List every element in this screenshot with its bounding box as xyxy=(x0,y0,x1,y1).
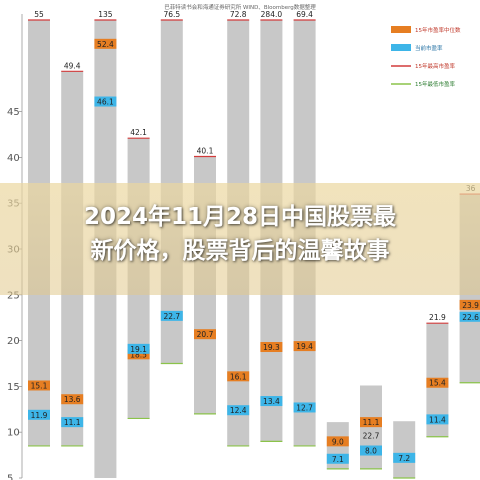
median-value-label: 20.7 xyxy=(197,330,214,339)
headline-title: 2024年11月28日中国股票最 新价格，股票背后的温馨故事 xyxy=(0,200,480,268)
median-marker xyxy=(61,394,84,405)
current-value-label: 19.1 xyxy=(130,345,147,354)
median-marker xyxy=(94,38,117,49)
current-value-label: 46.1 xyxy=(97,98,114,107)
median-marker xyxy=(360,417,382,428)
current-marker xyxy=(61,417,84,428)
current-value-label: 11.4 xyxy=(429,415,446,424)
high-value-label: 40.1 xyxy=(197,146,214,155)
current-marker xyxy=(227,405,250,416)
current-value-label: 11.1 xyxy=(64,418,81,427)
y-tick-label: 40 xyxy=(7,153,20,164)
median-value-label: 15.4 xyxy=(429,379,446,388)
y-tick-label: 20 xyxy=(7,336,20,347)
median-value-label: 13.6 xyxy=(64,395,81,404)
headline-line-1: 2024年11月28日中国股票最 xyxy=(83,204,397,230)
current-marker xyxy=(326,453,349,464)
median-value-label: 15.1 xyxy=(31,381,48,390)
high-value-label: 42.1 xyxy=(130,128,147,137)
current-value-label: 12.4 xyxy=(230,406,247,415)
median-value-label: 9.0 xyxy=(332,437,344,446)
current-marker xyxy=(28,409,50,420)
current-value-label: 11.9 xyxy=(31,411,48,420)
high-value-label: 55 xyxy=(34,10,44,19)
high-value-label: 69.4 xyxy=(296,10,313,19)
median-value-label: 19.3 xyxy=(263,343,280,352)
high-value-label: 72.8 xyxy=(230,10,247,19)
median-value-label: 11.1 xyxy=(363,418,380,427)
legend-current-label: 当前市盈率 xyxy=(415,44,443,52)
legend-current-swatch xyxy=(391,44,411,51)
y-tick-label: 15 xyxy=(7,382,20,393)
y-tick-label: 5 xyxy=(7,474,13,480)
current-value-label: 22.7 xyxy=(163,312,180,321)
median-marker xyxy=(194,329,216,340)
current-value-label: 8.0 xyxy=(365,447,377,456)
median-marker xyxy=(426,377,449,388)
median-value-label: 19.4 xyxy=(296,342,313,351)
current-value-label: 22.6 xyxy=(462,313,479,322)
current-marker xyxy=(127,343,150,354)
y-tick-label: 25 xyxy=(7,290,20,301)
range-bar xyxy=(393,421,416,478)
current-marker xyxy=(393,452,416,463)
headline-line-2: 新价格，股票背后的温馨故事 xyxy=(90,238,390,264)
current-marker xyxy=(94,96,117,107)
high-value-label: 22.7 xyxy=(363,432,380,441)
current-marker xyxy=(160,310,183,321)
high-value-label: 21.9 xyxy=(429,313,446,322)
current-value-label: 12.7 xyxy=(296,403,313,412)
median-marker xyxy=(127,349,150,360)
median-value-label: 23.9 xyxy=(462,301,479,310)
current-marker xyxy=(426,414,449,425)
median-value-label: 52.4 xyxy=(97,40,114,49)
legend-median-swatch xyxy=(391,26,411,33)
current-marker xyxy=(260,396,283,407)
median-marker xyxy=(293,341,316,352)
high-value-label: 284.0 xyxy=(261,10,283,19)
median-marker xyxy=(227,371,250,382)
high-value-label: 135 xyxy=(98,10,113,19)
median-value-label: 18.5 xyxy=(130,350,147,359)
legend-low-label: 15年最低市盈率 xyxy=(415,80,455,88)
current-value-label: 7.2 xyxy=(398,454,410,463)
headline-banner xyxy=(0,183,480,295)
current-value-label: 13.4 xyxy=(263,397,280,406)
legend-median-label: 15年市盈率中位数 xyxy=(415,26,461,34)
range-bar xyxy=(360,385,382,469)
median-marker xyxy=(326,436,349,447)
legend-high-label: 15年最高市盈率 xyxy=(415,62,455,70)
y-tick-label: 10 xyxy=(7,428,20,439)
current-marker xyxy=(459,311,480,322)
y-tick-label: 45 xyxy=(7,107,20,118)
source-note: 巴菲特读书会和海通证券研究所 WIND、Bloomberg数据整理 xyxy=(164,3,316,11)
median-marker xyxy=(260,342,283,353)
current-value-label: 7.1 xyxy=(332,455,344,464)
median-marker xyxy=(459,299,480,310)
median-value-label: 16.1 xyxy=(230,372,247,381)
current-marker xyxy=(360,445,382,456)
high-value-label: 49.4 xyxy=(64,61,81,70)
legend: 15年市盈率中位数 当前市盈率 15年最高市盈率 15年最低市盈率 xyxy=(391,26,461,88)
current-marker xyxy=(293,402,316,413)
high-value-label: 76.5 xyxy=(163,10,180,19)
median-marker xyxy=(28,380,50,391)
